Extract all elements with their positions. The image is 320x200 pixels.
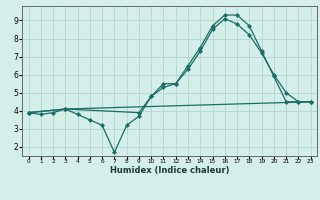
X-axis label: Humidex (Indice chaleur): Humidex (Indice chaleur) <box>110 166 229 175</box>
